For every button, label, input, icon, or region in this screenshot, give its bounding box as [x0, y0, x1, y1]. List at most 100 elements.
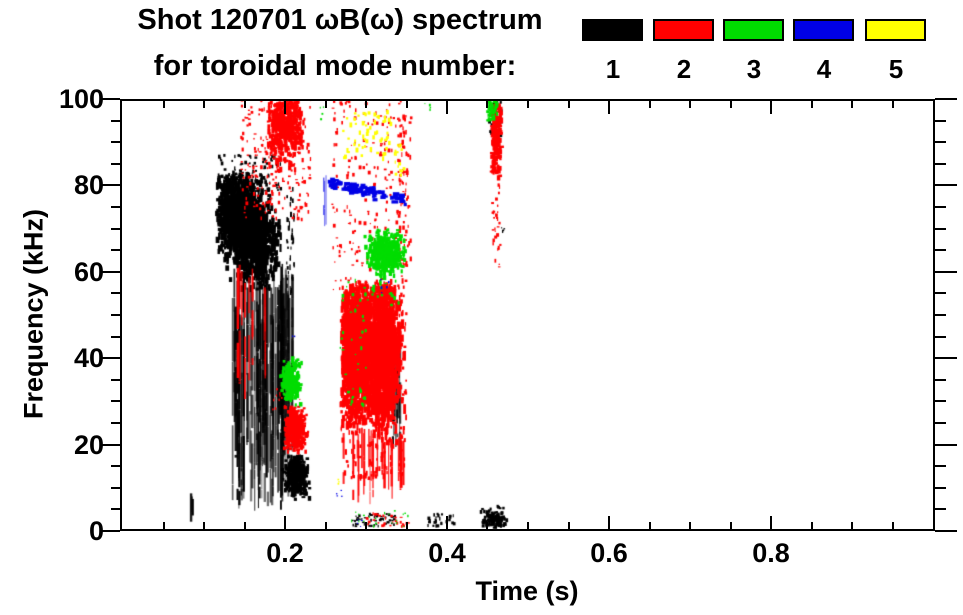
- x-tick-top: [608, 101, 610, 114]
- legend-label-1: 1: [605, 54, 621, 84]
- x-tick-top: [527, 101, 529, 108]
- x-tick-top: [568, 101, 570, 108]
- y-tick-left: [111, 508, 120, 510]
- y-tick-right: [935, 120, 946, 122]
- y-tick-label-0: 0: [88, 516, 104, 546]
- legend-label-2: 2: [676, 54, 692, 84]
- y-tick-right: [935, 98, 957, 100]
- y-tick-right: [935, 141, 946, 143]
- x-tick-bottom: [649, 522, 651, 529]
- y-tick-right: [935, 400, 946, 402]
- y-tick-right: [935, 184, 957, 186]
- x-tick-bottom: [284, 516, 286, 529]
- y-tick-right: [935, 249, 946, 251]
- spectrogram-canvas: [120, 99, 935, 531]
- y-tick-left: [111, 141, 120, 143]
- x-tick-top: [770, 101, 772, 114]
- x-tick-top: [811, 101, 813, 108]
- y-tick-left: [111, 465, 120, 467]
- x-tick-top: [892, 101, 894, 108]
- y-tick-left: [111, 163, 120, 165]
- x-tick-bottom: [689, 522, 691, 529]
- y-tick-right: [935, 379, 946, 381]
- legend-label-3: 3: [746, 54, 762, 84]
- y-tick-right: [935, 422, 946, 424]
- y-tick-left: [111, 422, 120, 424]
- x-tick-top: [365, 101, 367, 108]
- x-axis-label: Time (s): [475, 576, 579, 606]
- x-tick-bottom: [608, 516, 610, 529]
- y-tick-right: [935, 292, 946, 294]
- y-tick-right: [935, 271, 957, 273]
- y-tick-right: [935, 206, 946, 208]
- x-tick-top: [406, 101, 408, 108]
- legend-swatch-5: [865, 19, 926, 41]
- legend-swatch-2: [653, 19, 714, 41]
- y-tick-left: [111, 487, 120, 489]
- x-tick-bottom: [486, 522, 488, 529]
- y-tick-left: [111, 292, 120, 294]
- y-tick-left: [102, 444, 120, 446]
- x-tick-bottom: [365, 522, 367, 529]
- x-tick-bottom: [446, 516, 448, 529]
- x-tick-top: [244, 101, 246, 108]
- y-tick-label-20: 20: [73, 430, 104, 460]
- x-tick-bottom: [811, 522, 813, 529]
- x-tick-bottom: [244, 522, 246, 529]
- x-tick-top: [851, 101, 853, 108]
- y-tick-right: [935, 163, 946, 165]
- y-tick-label-100: 100: [58, 84, 104, 114]
- legend-swatch-4: [793, 19, 854, 41]
- x-tick-bottom: [568, 522, 570, 529]
- x-tick-top: [325, 101, 327, 108]
- x-tick-bottom: [730, 522, 732, 529]
- y-tick-left: [111, 379, 120, 381]
- chart-title-line1: Shot 120701 ωB(ω) spectrum: [137, 4, 543, 36]
- x-tick-bottom: [325, 522, 327, 529]
- x-tick-bottom: [851, 522, 853, 529]
- legend-swatch-1: [582, 19, 643, 41]
- y-tick-left: [111, 314, 120, 316]
- y-tick-right: [935, 336, 946, 338]
- x-tick-top: [730, 101, 732, 108]
- y-tick-left: [111, 120, 120, 122]
- x-tick-bottom: [406, 522, 408, 529]
- y-tick-left: [102, 271, 120, 273]
- x-tick-label-0.2: 0.2: [266, 538, 304, 568]
- x-tick-top: [649, 101, 651, 108]
- y-tick-label-60: 60: [73, 257, 104, 287]
- legend-swatch-3: [723, 19, 784, 41]
- x-tick-bottom: [203, 522, 205, 529]
- x-tick-top: [284, 101, 286, 114]
- legend-label-4: 4: [816, 54, 832, 84]
- y-tick-right: [935, 357, 957, 359]
- x-tick-top: [446, 101, 448, 114]
- x-tick-bottom: [892, 522, 894, 529]
- y-tick-right: [935, 465, 946, 467]
- y-tick-left: [111, 206, 120, 208]
- legend-label-5: 5: [888, 54, 904, 84]
- x-tick-label-0.6: 0.6: [590, 538, 628, 568]
- x-tick-bottom: [163, 522, 165, 529]
- chart-title-line2: for toroidal mode number:: [153, 50, 517, 82]
- y-tick-label-40: 40: [73, 343, 104, 373]
- y-tick-right: [935, 487, 946, 489]
- y-tick-right: [935, 444, 957, 446]
- y-tick-left: [102, 357, 120, 359]
- y-tick-right: [935, 314, 946, 316]
- x-tick-label-0.4: 0.4: [428, 538, 466, 568]
- y-axis-label: Frequency (kHz): [18, 208, 49, 420]
- y-tick-label-80: 80: [73, 170, 104, 200]
- y-tick-left: [111, 336, 120, 338]
- x-tick-top: [203, 101, 205, 108]
- x-tick-label-0.8: 0.8: [752, 538, 790, 568]
- x-tick-bottom: [527, 522, 529, 529]
- y-tick-right: [935, 228, 946, 230]
- y-tick-left: [102, 98, 120, 100]
- y-tick-left: [111, 249, 120, 251]
- x-tick-top: [163, 101, 165, 108]
- y-tick-left: [111, 228, 120, 230]
- x-tick-bottom: [770, 516, 772, 529]
- y-tick-left: [111, 400, 120, 402]
